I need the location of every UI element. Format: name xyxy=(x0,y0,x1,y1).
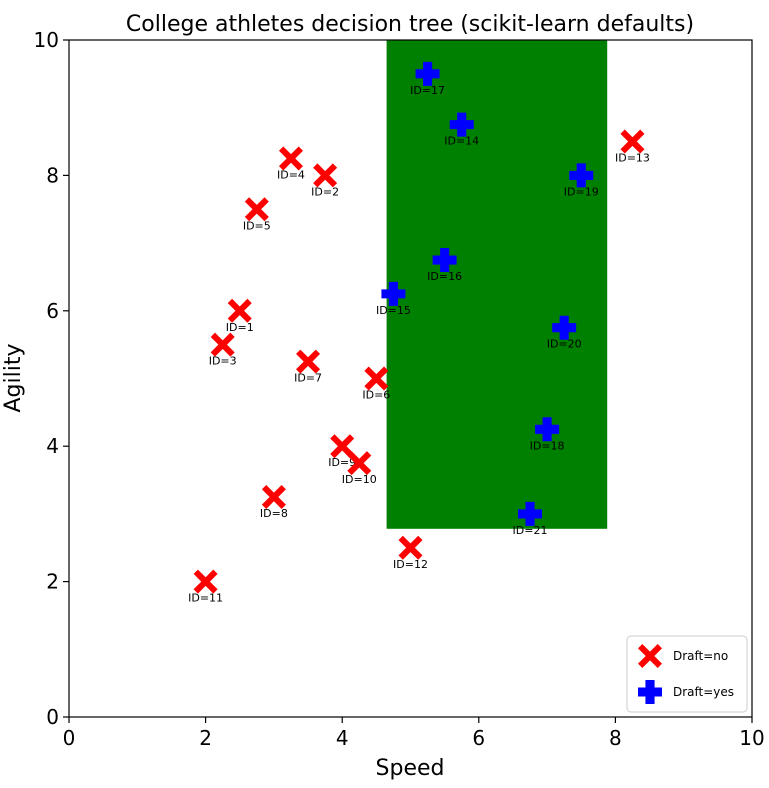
draft-no-point xyxy=(398,535,423,560)
draft-yes-point xyxy=(415,61,440,86)
axis-ticks: 0 2 4 6 8 10 0 2 4 6 8 10 xyxy=(34,28,765,750)
draft-no-point xyxy=(620,129,645,154)
draft-no-point xyxy=(347,451,372,476)
draft-yes-point xyxy=(518,501,543,526)
point-id-label: ID=7 xyxy=(294,372,322,385)
y-axis-label: Agility xyxy=(1,344,26,413)
draft-yes-point xyxy=(449,112,474,137)
draft-no-point xyxy=(210,332,235,357)
draft-yes-point xyxy=(432,248,457,273)
data-points: ID=1 ID=2 ID=3 ID=4 ID=5 ID=6 ID=7 ID=8 ID=9 ID=1… xyxy=(188,61,650,605)
x-axis-label: Speed xyxy=(376,756,445,781)
draft-no-point xyxy=(261,484,286,509)
point-id-label: ID=5 xyxy=(243,219,271,232)
draft-yes-point xyxy=(569,163,594,188)
y-tick-label: 0 xyxy=(46,705,59,729)
point-id-label: ID=18 xyxy=(530,439,565,452)
x-tick-label: 8 xyxy=(609,726,622,750)
point-id-label: ID=20 xyxy=(547,338,582,351)
y-tick-label: 8 xyxy=(46,163,59,187)
point-id-label: ID=14 xyxy=(444,135,479,148)
point-id-label: ID=3 xyxy=(209,355,237,368)
x-tick-label: 4 xyxy=(336,726,349,750)
decision-region-layer xyxy=(386,40,608,529)
y-tick-label: 6 xyxy=(46,299,59,323)
x-tick-label: 6 xyxy=(472,726,485,750)
x-tick-label: 10 xyxy=(739,726,764,750)
point-id-label: ID=15 xyxy=(376,304,411,317)
x-tick-label: 2 xyxy=(199,726,212,750)
draft-no-point xyxy=(330,434,355,459)
point-id-label: ID=4 xyxy=(277,168,305,181)
draft-yes-point xyxy=(552,315,577,340)
y-tick-label: 10 xyxy=(34,28,59,52)
point-id-label: ID=11 xyxy=(188,592,223,605)
draft-no-point xyxy=(364,366,389,391)
draft-yes-point xyxy=(535,417,560,442)
draft-yes-point xyxy=(381,281,406,306)
point-id-label: ID=12 xyxy=(393,558,428,571)
chart-title: College athletes decision tree (scikit-l… xyxy=(126,12,694,37)
draft-no-point xyxy=(244,197,269,222)
point-id-label: ID=13 xyxy=(615,152,650,165)
y-tick-label: 2 xyxy=(46,570,59,594)
point-id-label: ID=8 xyxy=(260,507,288,520)
point-id-label: ID=17 xyxy=(410,84,445,97)
point-id-label: ID=19 xyxy=(564,185,599,198)
legend: Draft=no Draft=yes xyxy=(626,635,748,713)
legend-entry-label: Draft=yes xyxy=(673,685,734,699)
point-id-label: ID=10 xyxy=(342,473,377,486)
point-id-label: ID=16 xyxy=(427,270,462,283)
draft-no-point xyxy=(227,298,252,323)
legend-x-marker-icon xyxy=(638,644,662,668)
point-id-label: ID=9 xyxy=(328,456,356,469)
legend-entry-label: Draft=no xyxy=(673,649,728,663)
y-tick-label: 4 xyxy=(46,434,59,458)
draft-no-point xyxy=(296,349,321,374)
decision-region xyxy=(386,40,608,529)
draft-no-point xyxy=(193,569,218,594)
plot-area xyxy=(68,39,753,718)
draft-no-point xyxy=(313,163,338,188)
point-id-label: ID=2 xyxy=(311,185,339,198)
point-id-label: ID=6 xyxy=(362,389,390,402)
point-id-label: ID=21 xyxy=(513,524,548,537)
point-id-label: ID=1 xyxy=(226,321,254,334)
x-tick-label: 0 xyxy=(63,726,76,750)
legend-plus-marker-icon xyxy=(638,680,662,704)
draft-no-point xyxy=(278,146,303,171)
